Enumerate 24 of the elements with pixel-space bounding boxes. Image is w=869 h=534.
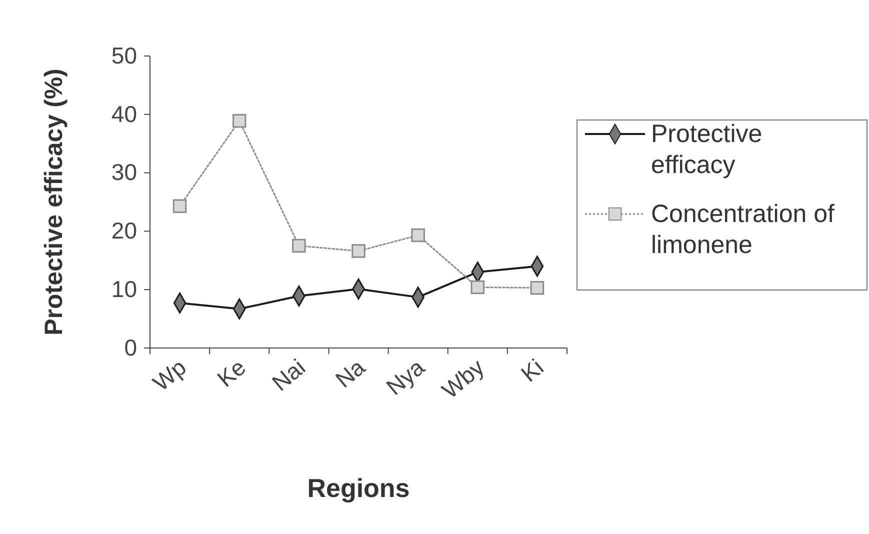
point [411,228,425,242]
point [470,280,485,294]
x-axis-title: Regions [307,473,410,503]
y-axis-title: Protective efficacy (%) [40,68,68,336]
x-tick-label: Wby [436,354,490,404]
legend-label: Concentration of limonene [651,200,834,259]
point [530,280,544,295]
x-tick-label: Na [330,354,370,393]
point [352,244,366,258]
point [172,199,187,213]
y-tick-label: 10 [111,276,137,302]
point [292,238,306,253]
x-tick-label: Nai [266,354,310,396]
y-tick-label: 40 [111,100,137,127]
x-tick-label: Nya [381,354,430,400]
y-tick-label: 30 [111,159,137,186]
y-tick-label: 20 [111,218,137,244]
x-tick-label: Ke [212,354,251,392]
y-tick-label: 0 [124,334,137,360]
legend-label: Protective efficacy [651,120,762,179]
x-tick-label: Ki [516,354,548,387]
x-tick-label: Wp [148,354,191,396]
y-tick-label: 50 [111,42,137,68]
point [232,114,246,128]
